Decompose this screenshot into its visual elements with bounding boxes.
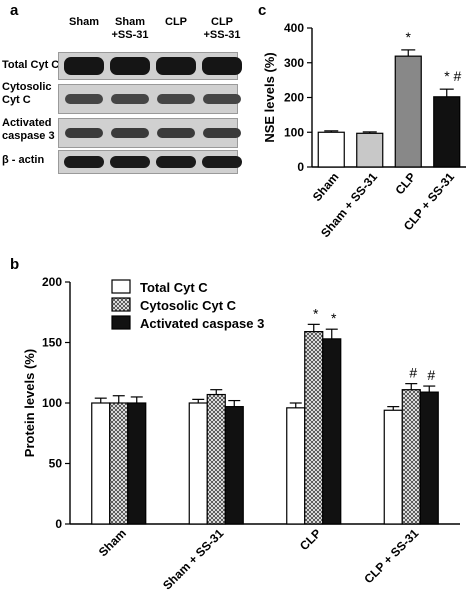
blot-band (157, 94, 195, 104)
y-tick-label: 300 (284, 56, 304, 70)
blot-row-label: Total Cyt C (2, 59, 60, 71)
bar (127, 402, 147, 525)
legend-swatch (111, 297, 131, 312)
legend-label: Cytosolic Cyt C (140, 298, 237, 313)
y-tick-label: 0 (55, 517, 62, 531)
blot-band (110, 57, 150, 75)
panel-c-label: c (258, 2, 267, 19)
x-tick-label: Sham (310, 170, 342, 204)
bar (322, 338, 342, 525)
y-tick-label: 200 (284, 91, 304, 105)
legend-label: Total Cyt C (140, 280, 208, 295)
blot-column-label: Sham +SS-31 (111, 16, 149, 41)
y-tick-label: 0 (297, 160, 304, 174)
bar (304, 331, 324, 525)
y-tick-label: 100 (42, 396, 62, 410)
legend-label: Activated caspase 3 (140, 316, 264, 331)
bar (109, 402, 129, 525)
bar (383, 409, 403, 525)
y-tick-label: 50 (49, 457, 63, 471)
blot-band (156, 57, 196, 75)
x-tick-label: Sham (96, 526, 129, 559)
bar (317, 131, 345, 168)
blot-row-label: Cytosolic Cyt C (2, 81, 52, 106)
blot-column-label: Sham (69, 16, 99, 28)
blot-column-label: CLP (165, 16, 187, 28)
x-tick-label: Sham + SS-31 (160, 526, 226, 592)
blot-band (111, 128, 149, 138)
significance-mark: * (406, 29, 412, 45)
bar (356, 132, 384, 168)
bar (206, 393, 226, 525)
blot-band (65, 128, 103, 138)
bar (394, 55, 422, 168)
legend-swatch (111, 315, 131, 330)
blot-band (110, 156, 150, 168)
y-axis-label: NSE levels (%) (262, 52, 277, 142)
blot-band (157, 128, 195, 138)
blot-band (64, 57, 104, 75)
y-axis-label: Protein levels (%) (22, 349, 37, 457)
x-tick-label: CLP (297, 526, 324, 553)
panel-a-label: a (10, 2, 19, 19)
significance-mark: # (409, 365, 417, 381)
x-tick-label: CLP + SS-31 (361, 526, 421, 586)
blot-band (64, 156, 104, 168)
blot-row-label: Activated caspase 3 (2, 117, 55, 142)
blot-band (203, 94, 241, 104)
blot-column-label: CLP +SS-31 (203, 16, 241, 41)
bar (419, 391, 439, 525)
y-tick-label: 400 (284, 21, 304, 35)
significance-mark: * (331, 310, 337, 326)
panel-b-label: b (10, 256, 20, 273)
bar (188, 402, 208, 525)
bar (433, 96, 461, 168)
y-tick-label: 150 (42, 336, 62, 350)
blot-band (65, 94, 103, 104)
significance-mark: * (313, 305, 319, 321)
bar (286, 407, 306, 525)
blot-band (203, 128, 241, 138)
blot-band (202, 57, 242, 75)
y-tick-label: 100 (284, 125, 304, 139)
blot-row-label: β - actin (2, 154, 45, 166)
significance-mark: # (427, 367, 435, 383)
bar (91, 402, 111, 525)
blot-band (111, 94, 149, 104)
y-tick-label: 200 (42, 275, 62, 289)
blot-band (202, 156, 242, 168)
significance-mark: * # (444, 68, 461, 84)
bar (401, 389, 421, 525)
x-tick-label: CLP (392, 170, 418, 197)
protein-levels-chart: 0 50 100 150 200 Protein levels (%) Sham Sham +… (22, 275, 460, 592)
blot-band (156, 156, 196, 168)
legend-swatch (111, 279, 131, 294)
bar (224, 406, 244, 525)
